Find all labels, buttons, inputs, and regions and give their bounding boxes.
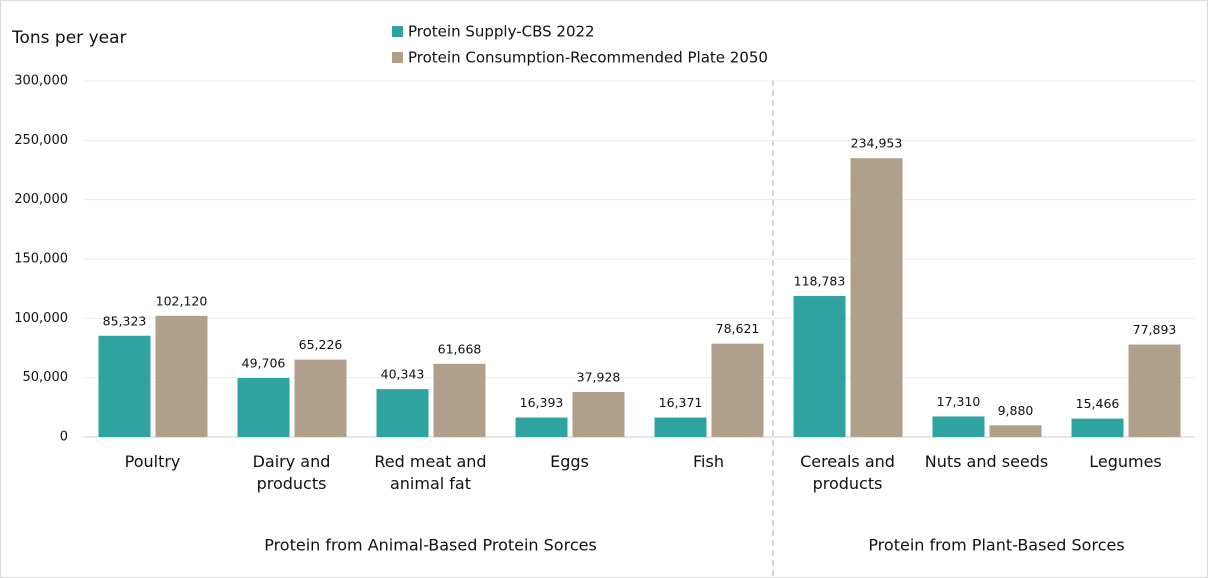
group-label: Protein from Plant-Based Sorces xyxy=(868,536,1124,555)
bar xyxy=(98,335,151,437)
y-axis-label: Tons per year xyxy=(11,28,127,48)
y-tick-label: 200,000 xyxy=(14,192,68,207)
bar xyxy=(1128,344,1181,437)
data-label: 77,893 xyxy=(1133,322,1177,337)
bar xyxy=(850,158,903,438)
data-label: 17,310 xyxy=(937,394,981,409)
y-tick-label: 100,000 xyxy=(14,311,68,326)
bar xyxy=(989,425,1042,437)
data-label: 234,953 xyxy=(851,136,903,151)
legend-label: Protein Consumption-Recommended Plate 20… xyxy=(408,49,768,67)
legend-swatch xyxy=(392,26,403,37)
y-tick-label: 0 xyxy=(60,430,68,445)
bar xyxy=(294,359,347,437)
bar xyxy=(155,315,208,437)
bar xyxy=(572,391,625,437)
y-tick-label: 250,000 xyxy=(14,133,68,148)
x-tick-label: Fish xyxy=(693,452,724,471)
bar xyxy=(793,296,846,437)
x-tick-label: Dairy and products xyxy=(252,452,331,493)
x-tick-label: Cereals and products xyxy=(800,452,895,493)
bar xyxy=(711,343,764,437)
bar xyxy=(1071,418,1124,437)
bar xyxy=(515,417,568,437)
x-tick-label: Nuts and seeds xyxy=(924,452,1049,471)
legend-label: Protein Supply-CBS 2022 xyxy=(408,23,595,41)
data-label: 16,371 xyxy=(659,395,703,410)
data-label: 49,706 xyxy=(242,356,286,371)
x-tick-label: Poultry xyxy=(124,452,181,471)
y-tick-label: 150,000 xyxy=(14,252,68,267)
x-tick-label: Red meat and animal fat xyxy=(374,452,487,493)
data-label: 85,323 xyxy=(103,313,147,328)
data-label: 118,783 xyxy=(794,274,846,289)
data-label: 61,668 xyxy=(438,341,482,356)
y-tick-label: 300,000 xyxy=(14,74,68,89)
x-tick-label: Eggs xyxy=(550,452,589,471)
legend-swatch xyxy=(392,52,403,63)
data-label: 9,880 xyxy=(998,403,1034,418)
bar xyxy=(237,378,290,437)
bar xyxy=(654,417,707,437)
data-label: 65,226 xyxy=(299,337,343,352)
bar xyxy=(433,363,486,437)
data-label: 102,120 xyxy=(156,293,208,308)
data-label: 16,393 xyxy=(520,395,564,410)
bar xyxy=(376,389,429,437)
data-label: 37,928 xyxy=(577,369,621,384)
y-tick-label: 50,000 xyxy=(23,370,69,385)
x-tick-label: Legumes xyxy=(1089,452,1162,471)
bar xyxy=(932,416,985,437)
group-label: Protein from Animal-Based Protein Sorces xyxy=(264,536,597,555)
data-label: 15,466 xyxy=(1076,396,1120,411)
data-label: 78,621 xyxy=(716,321,760,336)
data-label: 40,343 xyxy=(381,367,425,382)
